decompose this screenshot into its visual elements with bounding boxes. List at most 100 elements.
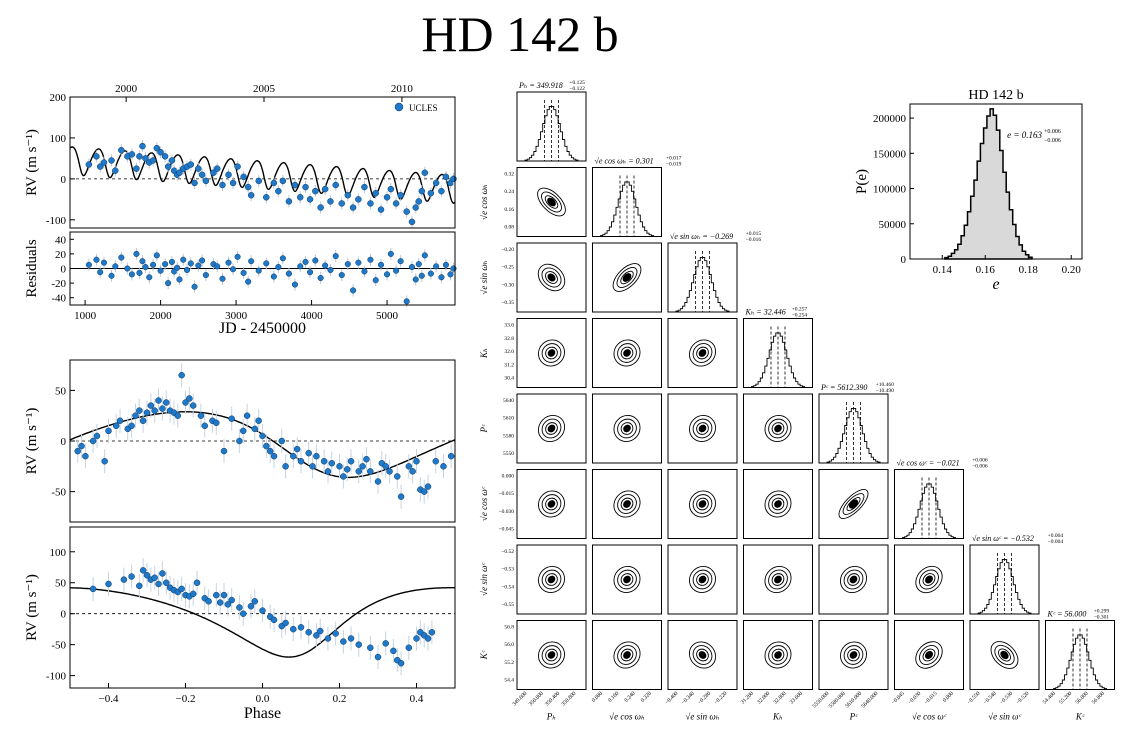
- x-tick-label: 1000: [74, 310, 97, 322]
- y-tick-label: 0: [61, 609, 67, 621]
- rv-phase-c-point: [290, 625, 297, 633]
- corner-col-tick-label: −0.220: [713, 691, 728, 706]
- rv-time-point: [164, 163, 172, 170]
- corner-row-tick-label: 32.0: [504, 349, 514, 355]
- corner-row-label: √e cos ωᶜ: [479, 486, 489, 521]
- corner-contour: [838, 489, 869, 519]
- rv-phase-b-point: [305, 449, 312, 457]
- year-tick-label: 2010: [391, 83, 414, 95]
- corner-cell: [1045, 620, 1115, 690]
- rv-phase-b-ylabel: RV (m s⁻¹): [24, 408, 40, 475]
- rv-phase-c-point: [247, 603, 255, 610]
- rv-time-point: [191, 179, 198, 187]
- x-tick-label: 3000: [225, 310, 248, 322]
- corner-contour-group: [838, 489, 869, 519]
- corner-col-tick-label: 33.600: [789, 690, 804, 705]
- corner-contour-group: [537, 263, 566, 292]
- corner-contour: [613, 566, 641, 593]
- residual-point: [367, 256, 374, 263]
- corner-contour: [620, 270, 634, 285]
- corner-col-tick-label: 5640.000: [861, 690, 880, 709]
- corner-contour-group: [613, 641, 641, 669]
- rv-phase-b-point: [447, 452, 455, 460]
- corner-contour: [620, 497, 634, 511]
- residual-point: [322, 262, 329, 269]
- corner-col-tick-label: 0.000: [942, 690, 955, 703]
- rv-phase-b-panel: -50 0 50 RV (m s⁻¹): [24, 359, 456, 523]
- corner-param-minus: −0.019: [666, 162, 682, 168]
- residual-point: [317, 274, 324, 282]
- residual-point: [384, 271, 391, 278]
- corner-density-core: [622, 273, 632, 282]
- rv-time-point: [118, 146, 125, 154]
- residual-point: [447, 271, 454, 278]
- rv-phase-c-point: [139, 567, 147, 574]
- corner-contour: [915, 565, 943, 594]
- rv-time-point: [355, 196, 362, 203]
- rv-phase-c-point: [189, 590, 197, 598]
- residual-point: [133, 250, 140, 257]
- corner-density-core: [848, 499, 859, 509]
- residual-point: [332, 253, 339, 260]
- corner-param-plus: +0.299: [1094, 609, 1110, 615]
- rv-phase-c-point: [105, 580, 112, 588]
- corner-row-tick-label: 30.4: [504, 376, 514, 382]
- rv-phase-b-point: [89, 437, 97, 445]
- corner-contour-group: [764, 641, 792, 669]
- corner-row-tick-label: 32.8: [504, 336, 514, 342]
- residual-point: [270, 273, 277, 280]
- rv-phase-c-point: [413, 635, 420, 642]
- rv-time-point: [161, 153, 169, 160]
- corner-density-core: [698, 424, 707, 433]
- corner-col-tick-label: −0.520: [1015, 691, 1030, 706]
- rv-time-point: [149, 157, 157, 164]
- rv-phase-c-point: [120, 576, 128, 583]
- rv-phase-c-ylabel: RV (m s⁻¹): [24, 574, 40, 641]
- corner-row-tick-label: 33.6: [504, 323, 514, 329]
- corner-contour-group: [538, 490, 565, 518]
- posterior-histogram: [944, 108, 1033, 260]
- rv-time-point: [296, 194, 304, 201]
- rv-time-point: [270, 179, 278, 187]
- corner-row-tick-label: 31.2: [504, 362, 514, 368]
- rv-phase-b-point: [74, 447, 81, 455]
- residual-point: [108, 272, 115, 279]
- corner-contour: [847, 648, 860, 662]
- corner-contour: [688, 339, 717, 367]
- corner-col-tick-label: 0.160: [607, 690, 620, 703]
- rv-time-point: [244, 183, 252, 191]
- corner-contour: [771, 648, 785, 662]
- rv-time-point: [415, 198, 423, 205]
- rv-phase-b-point: [359, 463, 366, 470]
- corner-param-title: Pₕ = 349.918: [518, 81, 563, 90]
- y-tick-label: 0: [61, 264, 67, 276]
- rv-phase-b-point: [328, 460, 336, 467]
- corner-contour-group: [688, 339, 717, 367]
- corner-contour: [840, 641, 867, 669]
- corner-contour: [842, 493, 865, 515]
- corner-row-label: √e sin ωᶜ: [479, 563, 489, 596]
- corner-grid: Pₕ = 349.918 +0.125−0.122 0.32 0.24 0.16 0.08…: [479, 80, 1115, 722]
- residual-point: [93, 256, 100, 263]
- residual-point: [393, 267, 400, 274]
- residual-point: [118, 254, 125, 261]
- corner-density-core: [774, 424, 782, 433]
- corner-contour: [537, 187, 566, 217]
- residual-point: [219, 275, 226, 282]
- rv-time-point: [332, 181, 339, 189]
- corner-col-label: Pᶜ: [849, 712, 858, 722]
- corner-contour: [541, 343, 562, 363]
- residual-point: [307, 269, 314, 276]
- rv-phase-b-point: [159, 405, 166, 412]
- x-tick-label: 0.16: [976, 264, 996, 276]
- corner-contour: [613, 415, 641, 442]
- residual-point: [245, 278, 252, 285]
- rv-phase-b-point: [440, 463, 447, 470]
- corner-param-minus: −0.016: [746, 237, 762, 243]
- corner-density-core: [774, 575, 782, 584]
- corner-contour: [541, 191, 562, 213]
- residual-point: [199, 257, 206, 264]
- corner-density-core: [849, 575, 858, 584]
- residual-point: [297, 263, 304, 270]
- corner-contour: [616, 267, 638, 288]
